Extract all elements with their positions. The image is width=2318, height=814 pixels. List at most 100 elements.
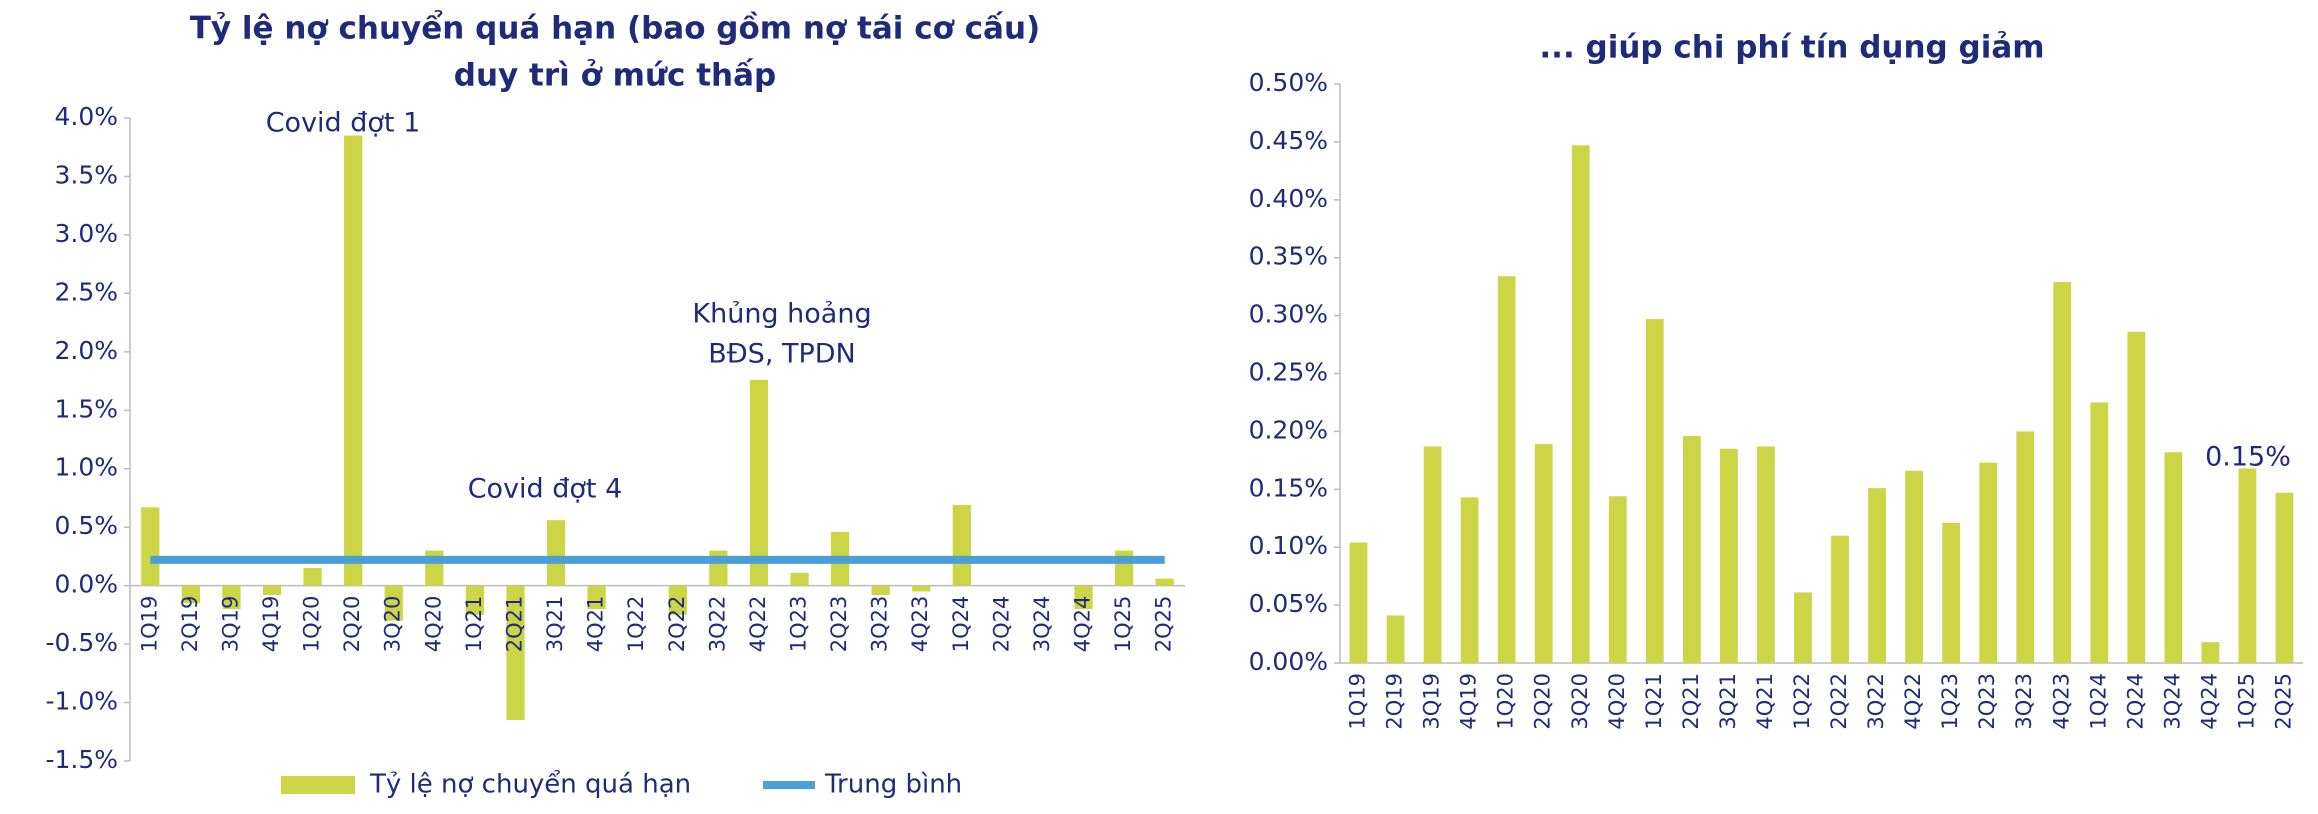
- legend-label: Trung bình: [824, 770, 962, 800]
- x-tick-label: 2Q25: [2271, 673, 2295, 730]
- x-tick-label: 2Q25: [1152, 596, 1176, 653]
- bar: [2201, 642, 2220, 663]
- x-tick-label: 4Q24: [2197, 673, 2221, 730]
- x-tick-label: 1Q22: [624, 596, 648, 653]
- bar: [465, 585, 485, 615]
- x-tick-label: 3Q23: [868, 596, 892, 653]
- x-tick-label: 3Q19: [218, 596, 242, 653]
- bar: [2016, 431, 2035, 663]
- x-tick-label: 3Q21: [1716, 673, 1740, 730]
- y-tick-label: 0.05%: [1249, 589, 1328, 618]
- x-tick-label: 4Q22: [1901, 673, 1925, 730]
- x-tick-label: 2Q21: [502, 596, 526, 653]
- x-tick-label: 2Q22: [665, 596, 689, 653]
- bar: [790, 572, 809, 586]
- legend-label: Tỷ lệ nợ chuyển quá hạn: [369, 769, 691, 800]
- bar: [912, 585, 931, 592]
- bar: [344, 135, 363, 586]
- bar: [1497, 276, 1516, 663]
- bar: [1868, 488, 1886, 663]
- bar: [2127, 331, 2146, 663]
- y-tick-label: 0.45%: [1249, 126, 1328, 155]
- x-tick-label: 3Q23: [2012, 673, 2036, 730]
- x-tick-label: 1Q19: [137, 596, 161, 653]
- bar: [1831, 535, 1849, 663]
- x-tick-label: 4Q20: [421, 596, 445, 653]
- y-tick-label: 2.0%: [54, 336, 118, 365]
- bar: [1905, 470, 1923, 663]
- x-tick-label: 2Q23: [1975, 673, 1999, 730]
- bar: [1720, 448, 1738, 663]
- x-tick-label: 1Q24: [2086, 673, 2110, 730]
- bar: [546, 520, 566, 586]
- y-tick-label: 0.50%: [1249, 68, 1328, 97]
- x-tick-label: 2Q20: [340, 596, 364, 653]
- bar: [587, 585, 606, 610]
- bar: [2275, 492, 2294, 663]
- legend-swatch: [281, 776, 355, 794]
- y-tick-label: -1.5%: [45, 745, 118, 774]
- bar: [1794, 592, 1812, 663]
- y-tick-label: 0.5%: [54, 511, 118, 540]
- bar: [1115, 550, 1134, 586]
- bar: [1645, 319, 1664, 663]
- annotation: Khủng hoảng: [692, 299, 871, 330]
- bar: [709, 550, 728, 586]
- x-tick-label: 1Q20: [1494, 673, 1518, 730]
- x-tick-label: 3Q22: [1864, 673, 1888, 730]
- x-tick-label: 2Q23: [827, 596, 851, 653]
- y-tick-label: 1.5%: [54, 394, 118, 423]
- bar: [1571, 145, 1590, 663]
- bar: [2164, 452, 2183, 663]
- bar: [425, 550, 444, 586]
- bar: [2090, 402, 2109, 663]
- y-tick-label: -0.5%: [45, 628, 118, 657]
- y-tick-label: 0.15%: [1249, 473, 1328, 502]
- x-tick-label: 4Q21: [584, 596, 608, 653]
- x-tick-label: 1Q24: [949, 596, 973, 653]
- y-tick-label: 0.00%: [1249, 647, 1328, 676]
- y-tick-label: 3.0%: [54, 219, 118, 248]
- x-tick-label: 2Q24: [2123, 673, 2147, 730]
- y-tick-label: 0.35%: [1249, 242, 1328, 271]
- annotation: Covid đợt 1: [266, 108, 421, 139]
- x-tick-label: 1Q21: [1642, 673, 1666, 730]
- chart-title: ... giúp chi phí tín dụng giảm: [1539, 30, 2044, 66]
- x-tick-label: 4Q22: [746, 596, 770, 653]
- x-tick-label: 1Q25: [1111, 596, 1135, 653]
- bar: [222, 585, 241, 610]
- bar: [1942, 522, 1961, 663]
- bar: [384, 585, 403, 621]
- annotation: 0.15%: [2205, 442, 2291, 473]
- y-tick-label: 1.0%: [54, 453, 118, 482]
- x-tick-label: 1Q23: [787, 596, 811, 653]
- x-tick-label: 3Q21: [543, 596, 567, 653]
- bar: [506, 585, 525, 721]
- bar: [1979, 462, 1998, 663]
- bar: [181, 585, 200, 604]
- y-tick-label: 0.10%: [1249, 531, 1328, 560]
- x-tick-label: 4Q19: [1457, 673, 1481, 730]
- y-tick-label: 3.5%: [54, 160, 118, 189]
- x-tick-label: 4Q23: [2049, 673, 2073, 730]
- bar: [1386, 615, 1405, 663]
- x-tick-label: 2Q19: [1383, 673, 1407, 730]
- y-tick-label: -1.0%: [45, 687, 118, 716]
- x-tick-label: 4Q23: [908, 596, 932, 653]
- y-tick-label: 0.40%: [1249, 184, 1328, 213]
- bar: [2238, 468, 2257, 663]
- x-tick-label: 2Q21: [1679, 673, 1703, 730]
- x-tick-label: 1Q25: [2234, 673, 2258, 730]
- x-tick-label: 4Q20: [1605, 673, 1629, 730]
- x-tick-label: 4Q24: [1071, 596, 1095, 653]
- bar: [141, 507, 160, 586]
- bar: [871, 585, 890, 595]
- bar: [1423, 446, 1442, 663]
- x-tick-label: 3Q19: [1420, 673, 1444, 730]
- y-tick-label: 4.0%: [54, 102, 118, 131]
- bar: [303, 568, 322, 586]
- x-tick-label: 3Q20: [381, 596, 405, 653]
- x-tick-label: 1Q23: [1938, 673, 1962, 730]
- annotation: Covid đợt 4: [468, 474, 623, 505]
